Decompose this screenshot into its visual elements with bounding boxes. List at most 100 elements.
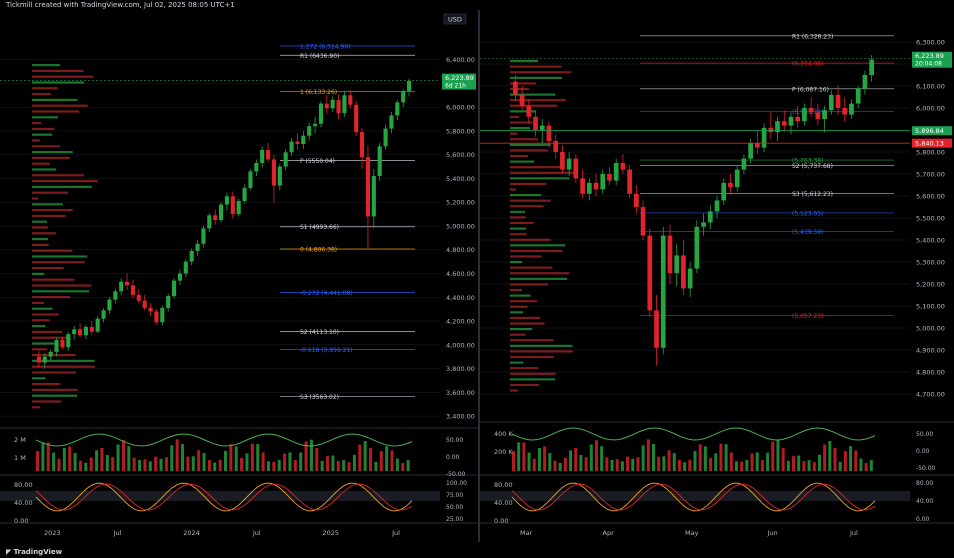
candle-body [207, 215, 212, 229]
volume-bar [755, 452, 759, 471]
candle-body [119, 281, 124, 292]
candle-body [640, 207, 646, 236]
price-tick-label: 5,700.00 [916, 171, 945, 179]
volume-profile-bar [510, 177, 570, 180]
candle-body [224, 196, 229, 205]
volume-bar [46, 442, 50, 471]
time-tick-label: 2024 [183, 529, 200, 537]
price-tick-label: 4,200.00 [446, 318, 475, 326]
right-chart-panel[interactable]: 6,300.006,200.006,100.006,000.005,900.00… [480, 10, 954, 542]
volume-profile-bar [510, 132, 518, 135]
candle-body [734, 169, 740, 188]
volume-profile-bar [32, 406, 40, 409]
time-tick-label: Jul [113, 529, 122, 537]
volume-profile-bar [32, 203, 63, 206]
level-label: (6,204.06) [792, 61, 823, 68]
candle-body [36, 356, 41, 363]
time-tick-label: Apr [603, 529, 615, 537]
volume-bar [750, 453, 754, 471]
volume-bar [78, 460, 82, 471]
volume-bar [672, 453, 676, 471]
candle-body [283, 152, 288, 167]
volume-bar [522, 442, 526, 471]
volume-bar [240, 457, 244, 471]
volume-profile-bar [510, 65, 562, 68]
volume-profile-bar [32, 220, 47, 223]
price-tick-label: 6,000.00 [916, 105, 945, 113]
volume-profile-bar [510, 199, 551, 202]
candle-body [166, 296, 171, 308]
candle-body [348, 95, 353, 105]
volume-bar [374, 461, 378, 471]
level-label: 1.272 (6,514.90) [300, 43, 350, 50]
volume-profile-bar [510, 127, 531, 130]
volume-bar [385, 446, 389, 471]
volume-bar [646, 439, 650, 471]
volume-bar [342, 460, 346, 471]
volume-bar [299, 452, 303, 471]
volume-profile-bar [510, 121, 533, 124]
order-tag-value: 5,896.84 [915, 127, 944, 135]
volume-bar [159, 458, 163, 471]
candle-body [855, 88, 861, 104]
volume-profile-bar [510, 227, 526, 230]
volume-bar [352, 454, 356, 471]
stoch-right-tick: 80.00 [916, 480, 933, 487]
candle-body [768, 127, 774, 133]
price-tick-label: 4,600.00 [446, 270, 475, 278]
candle-body [808, 108, 814, 113]
order-tag [912, 126, 952, 136]
volume-bar [771, 441, 775, 471]
candle-body [728, 182, 733, 188]
panel-divider[interactable] [478, 10, 480, 542]
candle-body [694, 226, 700, 269]
volume-bar [277, 459, 281, 471]
price-tick-label: 5,000.00 [916, 325, 945, 333]
volume-bar [833, 447, 837, 471]
volume-profile-bar [510, 149, 548, 152]
volume-bar [589, 444, 593, 471]
candle-body [526, 105, 532, 117]
volume-profile-bar [510, 115, 519, 119]
volume-bar [309, 439, 313, 471]
volume-bar [154, 456, 158, 471]
volume-profile-bar [32, 394, 78, 397]
volume-profile-bar [510, 367, 539, 370]
volume-profile-bar [32, 336, 67, 339]
candle-body [60, 340, 65, 348]
volume-bar [369, 447, 373, 471]
candle-body [254, 163, 259, 172]
candle-body [125, 281, 130, 286]
volume-bar [197, 450, 201, 471]
left-chart-panel[interactable]: 6,400.006,200.006,000.005,800.005,600.00… [0, 10, 478, 542]
volume-bar [186, 456, 190, 471]
volume-profile-bar [32, 93, 51, 96]
candle-body [395, 102, 400, 116]
candle-body [849, 103, 854, 115]
right-chart-svg[interactable]: 6,300.006,200.006,100.006,000.005,900.00… [480, 10, 954, 542]
volume-profile-bar [32, 81, 84, 84]
stoch-right-tick: 0.00 [916, 516, 930, 523]
candle-body [560, 152, 565, 170]
candle-body [401, 91, 406, 103]
volume-profile-bar [510, 60, 538, 63]
chart-caption: Tickmill created with TradingView.com, J… [0, 0, 954, 10]
stoch-tick-label: 0.00 [14, 517, 28, 525]
volume-bar [636, 457, 640, 471]
volume-bar [719, 443, 723, 471]
candle-body [647, 235, 653, 311]
tradingview-brand[interactable]: ◤ TradingView [6, 548, 63, 556]
volume-profile-bar [510, 238, 551, 241]
volume-profile-bar [32, 388, 78, 391]
volume-profile-bar [32, 156, 70, 159]
volume-bar [363, 440, 367, 471]
volume-profile-bar [510, 210, 525, 213]
volume-bar [250, 443, 254, 471]
volume-profile-bar [510, 171, 576, 174]
candle-body [360, 132, 365, 158]
stoch-tick-label: 0.00 [494, 517, 508, 525]
last-price-value: 6,223.89 [915, 52, 944, 60]
left-chart-svg[interactable]: 6,400.006,200.006,000.005,800.005,600.00… [0, 10, 478, 542]
volume-profile-bar [32, 325, 46, 328]
currency-label: USD [448, 16, 462, 24]
